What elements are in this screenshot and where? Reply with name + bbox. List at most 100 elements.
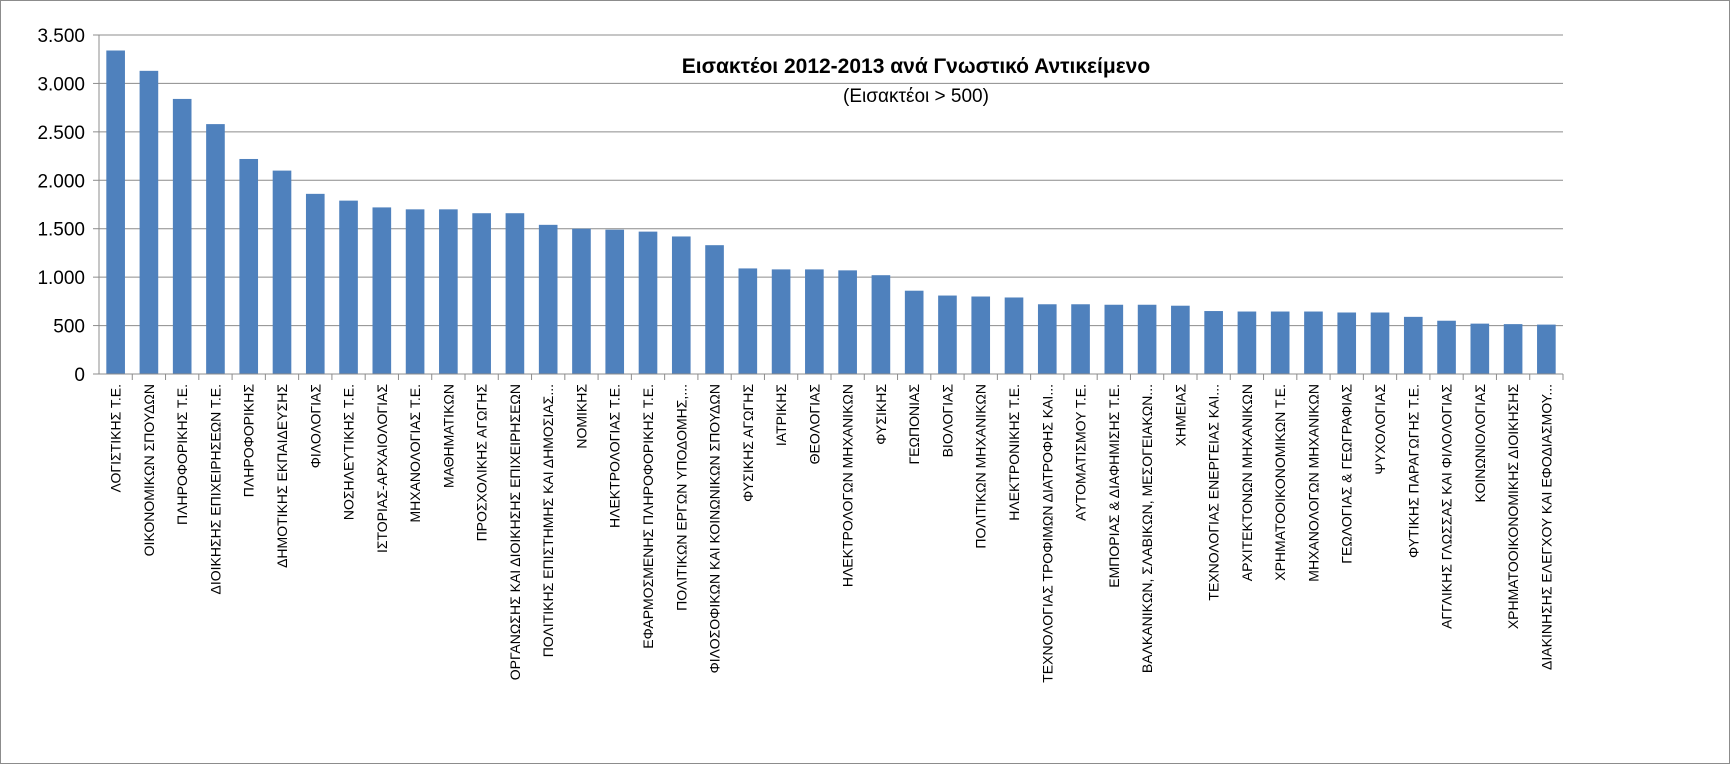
x-tick-label: ΔΙΑΚΙΝΗΣΗΣ ΕΛΕΓΧΟΥ ΚΑΙ ΕΦΟΔΙΑΣΜΟΥ... [1538, 384, 1554, 670]
x-tick-label: ΧΡΗΜΑΤΟΟΙΚΟΝΟΜΙΚΩΝ Τ.Ε. [1272, 384, 1288, 581]
x-tick-label: ΜΗΧΑΝΟΛΟΓΩΝ ΜΗΧΑΝΙΚΩΝ [1305, 384, 1321, 582]
bar [239, 158, 259, 374]
x-tick-label: ΗΛΕΚΤΡΟΛΟΓΙΑΣ Τ.Ε. [607, 384, 623, 528]
y-tick-label: 1.000 [37, 268, 85, 289]
y-tick-label: 500 [53, 317, 85, 338]
bar [705, 245, 724, 374]
y-tick-labels: 0 500 1.000 1.500 2.000 2.500 3.000 3.500 [37, 26, 85, 386]
bar [938, 295, 957, 374]
x-tick-label: ΦΥΣΙΚΗΣ ΑΓΩΓΗΣ [740, 384, 756, 502]
x-tick-labels: ΛΟΓΙΣΤΙΚΗΣ Τ.Ε. ΟΙΚΟΝΟΜΙΚΩΝ ΣΠΟΥΔΩΝ ΠΛΗΡΟΦ… [108, 384, 1555, 683]
bar [1403, 316, 1423, 374]
bar [1437, 320, 1456, 374]
x-tick-label: ΓΕΩΛΟΓΙΑΣ & ΓΕΩΓΡΑΦΙΑΣ [1339, 384, 1355, 564]
x-tick-label: ΔΗΜΟΤΙΚΗΣ ΕΚΠΑΙΔΕΥΣΗΣ [274, 384, 290, 568]
bar [871, 275, 891, 374]
x-tick-label: ΜΗΧΑΝΟΛΟΓΙΑΣ Τ.Ε. [407, 384, 423, 523]
x-tick-label: ΓΕΩΠΟΝΙΑΣ [906, 384, 922, 465]
x-tick-label: ΦΥΤΙΚΗΣ ΠΑΡΑΓΩΓΗΣ Τ.Ε. [1405, 384, 1421, 558]
y-tick-label: 3.500 [37, 26, 85, 47]
y-tick-label: 2.000 [37, 171, 85, 192]
x-tick-label: ΨΥΧΟΛΟΓΙΑΣ [1372, 384, 1388, 475]
bar [1270, 311, 1290, 374]
bar [1104, 304, 1124, 374]
bar [139, 70, 159, 374]
bar [638, 231, 658, 374]
chart-subtitle: (Εισακτέοι > 500) [843, 86, 989, 107]
x-tick-label: ΦΥΣΙΚΗΣ [873, 384, 889, 445]
x-tick-label: ΔΙΟΙΚΗΣΗΣ ΕΠΙΧΕΙΡΗΣΕΩΝ Τ.Ε. [207, 384, 223, 594]
bar [738, 268, 758, 374]
x-tick-label: ΧΗΜΕΙΑΣ [1172, 384, 1188, 447]
x-tick-label: ΙΑΤΡΙΚΗΣ [773, 384, 789, 446]
y-tick-label: 1.500 [37, 220, 85, 241]
x-tick-label: ΑΡΧΙΤΕΚΤΟΝΩΝ ΜΗΧΑΝΙΚΩΝ [1239, 384, 1255, 581]
x-tick-label: ΚΟΙΝΩΝΙΟΛΟΓΙΑΣ [1472, 384, 1488, 503]
x-tick-label: ΠΟΛΙΤΙΚΩΝ ΕΡΓΩΝ ΥΠΟΔΟΜΗΣ,... [673, 384, 689, 611]
bar [372, 207, 392, 374]
bar [671, 236, 691, 374]
x-tick-label: ΟΙΚΟΝΟΜΙΚΩΝ ΣΠΟΥΔΩΝ [141, 384, 157, 556]
x-tick-label: ΜΑΘΗΜΑΤΙΚΩΝ [440, 384, 456, 488]
bar [605, 229, 625, 374]
bar [572, 228, 591, 374]
bar [1304, 311, 1323, 374]
x-tick-label: ΠΟΛΙΤΙΚΗΣ ΕΠΙΣΤΗΜΗΣ ΚΑΙ ΔΗΜΟΣΙΑΣ... [540, 384, 556, 657]
bar [1004, 297, 1024, 374]
x-tick-label: ΗΛΕΚΤΡΟΛΟΓΩΝ ΜΗΧΑΝΙΚΩΝ [840, 384, 856, 587]
x-tick-label: ΛΟΓΙΣΤΙΚΗΣ Τ.Ε. [108, 384, 124, 493]
x-tick-label: ΑΓΓΛΙΚΗΣ ΓΛΩΣΣΑΣ ΚΑΙ ΦΙΛΟΛΟΓΙΑΣ [1439, 384, 1455, 629]
x-tick-label: ΤΕΧΝΟΛΟΓΙΑΣ ΤΡΟΦΙΜΩΝ ΔΙΑΤΡΟΦΗΣ ΚΑΙ... [1039, 384, 1055, 683]
bar [106, 50, 125, 375]
bar [1503, 324, 1523, 374]
bar [405, 209, 425, 374]
x-tick-label: ΦΙΛΟΣΟΦΙΚΩΝ ΚΑΙ ΚΟΙΝΩΝΙΚΩΝ ΣΠΟΥΔΩΝ [707, 384, 723, 673]
bar [339, 200, 358, 374]
bar [172, 98, 192, 374]
chart-title: Εισακτέοι 2012-2013 ανά Γνωστικό Αντικεί… [682, 55, 1150, 78]
bar [971, 296, 991, 374]
bar [1237, 311, 1257, 374]
bar [1337, 312, 1357, 374]
x-tick-label: ΠΛΗΡΟΦΟΡΙΚΗΣ Τ.Ε. [174, 384, 190, 525]
x-tick-label: ΝΟΣΗΛΕΥΤΙΚΗΣ Τ.Ε. [341, 384, 357, 520]
bar [1071, 304, 1090, 374]
bar [838, 270, 857, 374]
y-tick-label: 3.000 [37, 74, 85, 95]
bar [1204, 311, 1223, 374]
x-tick-label: ΦΙΛΟΛΟΓΙΑΣ [307, 384, 323, 469]
x-tick-label: ΘΕΟΛΟΓΙΑΣ [806, 384, 822, 465]
bar [439, 209, 458, 374]
bar [1537, 324, 1556, 374]
x-tick-label: ΤΕΧΝΟΛΟΓΙΑΣ ΕΝΕΡΓΕΙΑΣ ΚΑΙ... [1206, 384, 1222, 601]
x-tick-label: ΠΡΟΣΧΟΛΙΚΗΣ ΑΓΩΓΗΣ [474, 384, 490, 542]
x-tick-label: ΒΙΟΛΟΓΙΑΣ [939, 384, 955, 458]
bar [1037, 304, 1057, 374]
bar [1370, 312, 1390, 374]
bar [206, 124, 225, 374]
bar [538, 224, 558, 374]
bar [272, 170, 292, 374]
y-tick-label: 2.500 [37, 123, 85, 144]
bar [305, 193, 325, 374]
y-tick-label: 0 [74, 365, 85, 386]
x-tick-label: ΕΦΑΡΜΟΣΜΕΝΗΣ ΠΛΗΡΟΦΟΡΙΚΗΣ Τ.Ε. [640, 384, 656, 649]
x-tick-label: ΧΡΗΜΑΤΟΟΙΚΟΝΟΜΙΚΗΣ ΔΙΟΙΚΗΣΗΣ [1505, 384, 1521, 630]
x-tick-label: ΗΛΕΚΤΡΟΝΙΚΗΣ Τ.Ε. [1006, 384, 1022, 521]
bar [1470, 323, 1490, 374]
x-tick-label: ΕΜΠΟΡΙΑΣ & ΔΙΑΦΗΜΙΣΗΣ Τ.Ε. [1106, 384, 1122, 588]
bar [904, 290, 924, 374]
x-tick-label: ΝΟΜΙΚΗΣ [573, 384, 589, 449]
x-tick-label: ΠΛΗΡΟΦΟΡΙΚΗΣ [241, 384, 257, 498]
bar [472, 213, 491, 374]
bar [805, 269, 824, 374]
bar [1171, 305, 1190, 374]
bar [505, 213, 525, 374]
x-tick-label: ΒΑΛΚΑΝΙΚΩΝ, ΣΛΑΒΙΚΩΝ, ΜΕΣΟΓΕΙΑΚΩΝ... [1139, 384, 1155, 673]
bar [1137, 304, 1157, 374]
x-tick-label: ΙΣΤΟΡΙΑΣ-ΑΡΧΑΙΟΛΟΓΙΑΣ [374, 384, 390, 553]
x-tick-label: ΟΡΓΑΝΩΣΗΣ ΚΑΙ ΔΙΟΙΚΗΣΗΣ ΕΠΙΧΕΙΡΗΣΕΩΝ [507, 384, 523, 680]
axes [98, 35, 1563, 375]
